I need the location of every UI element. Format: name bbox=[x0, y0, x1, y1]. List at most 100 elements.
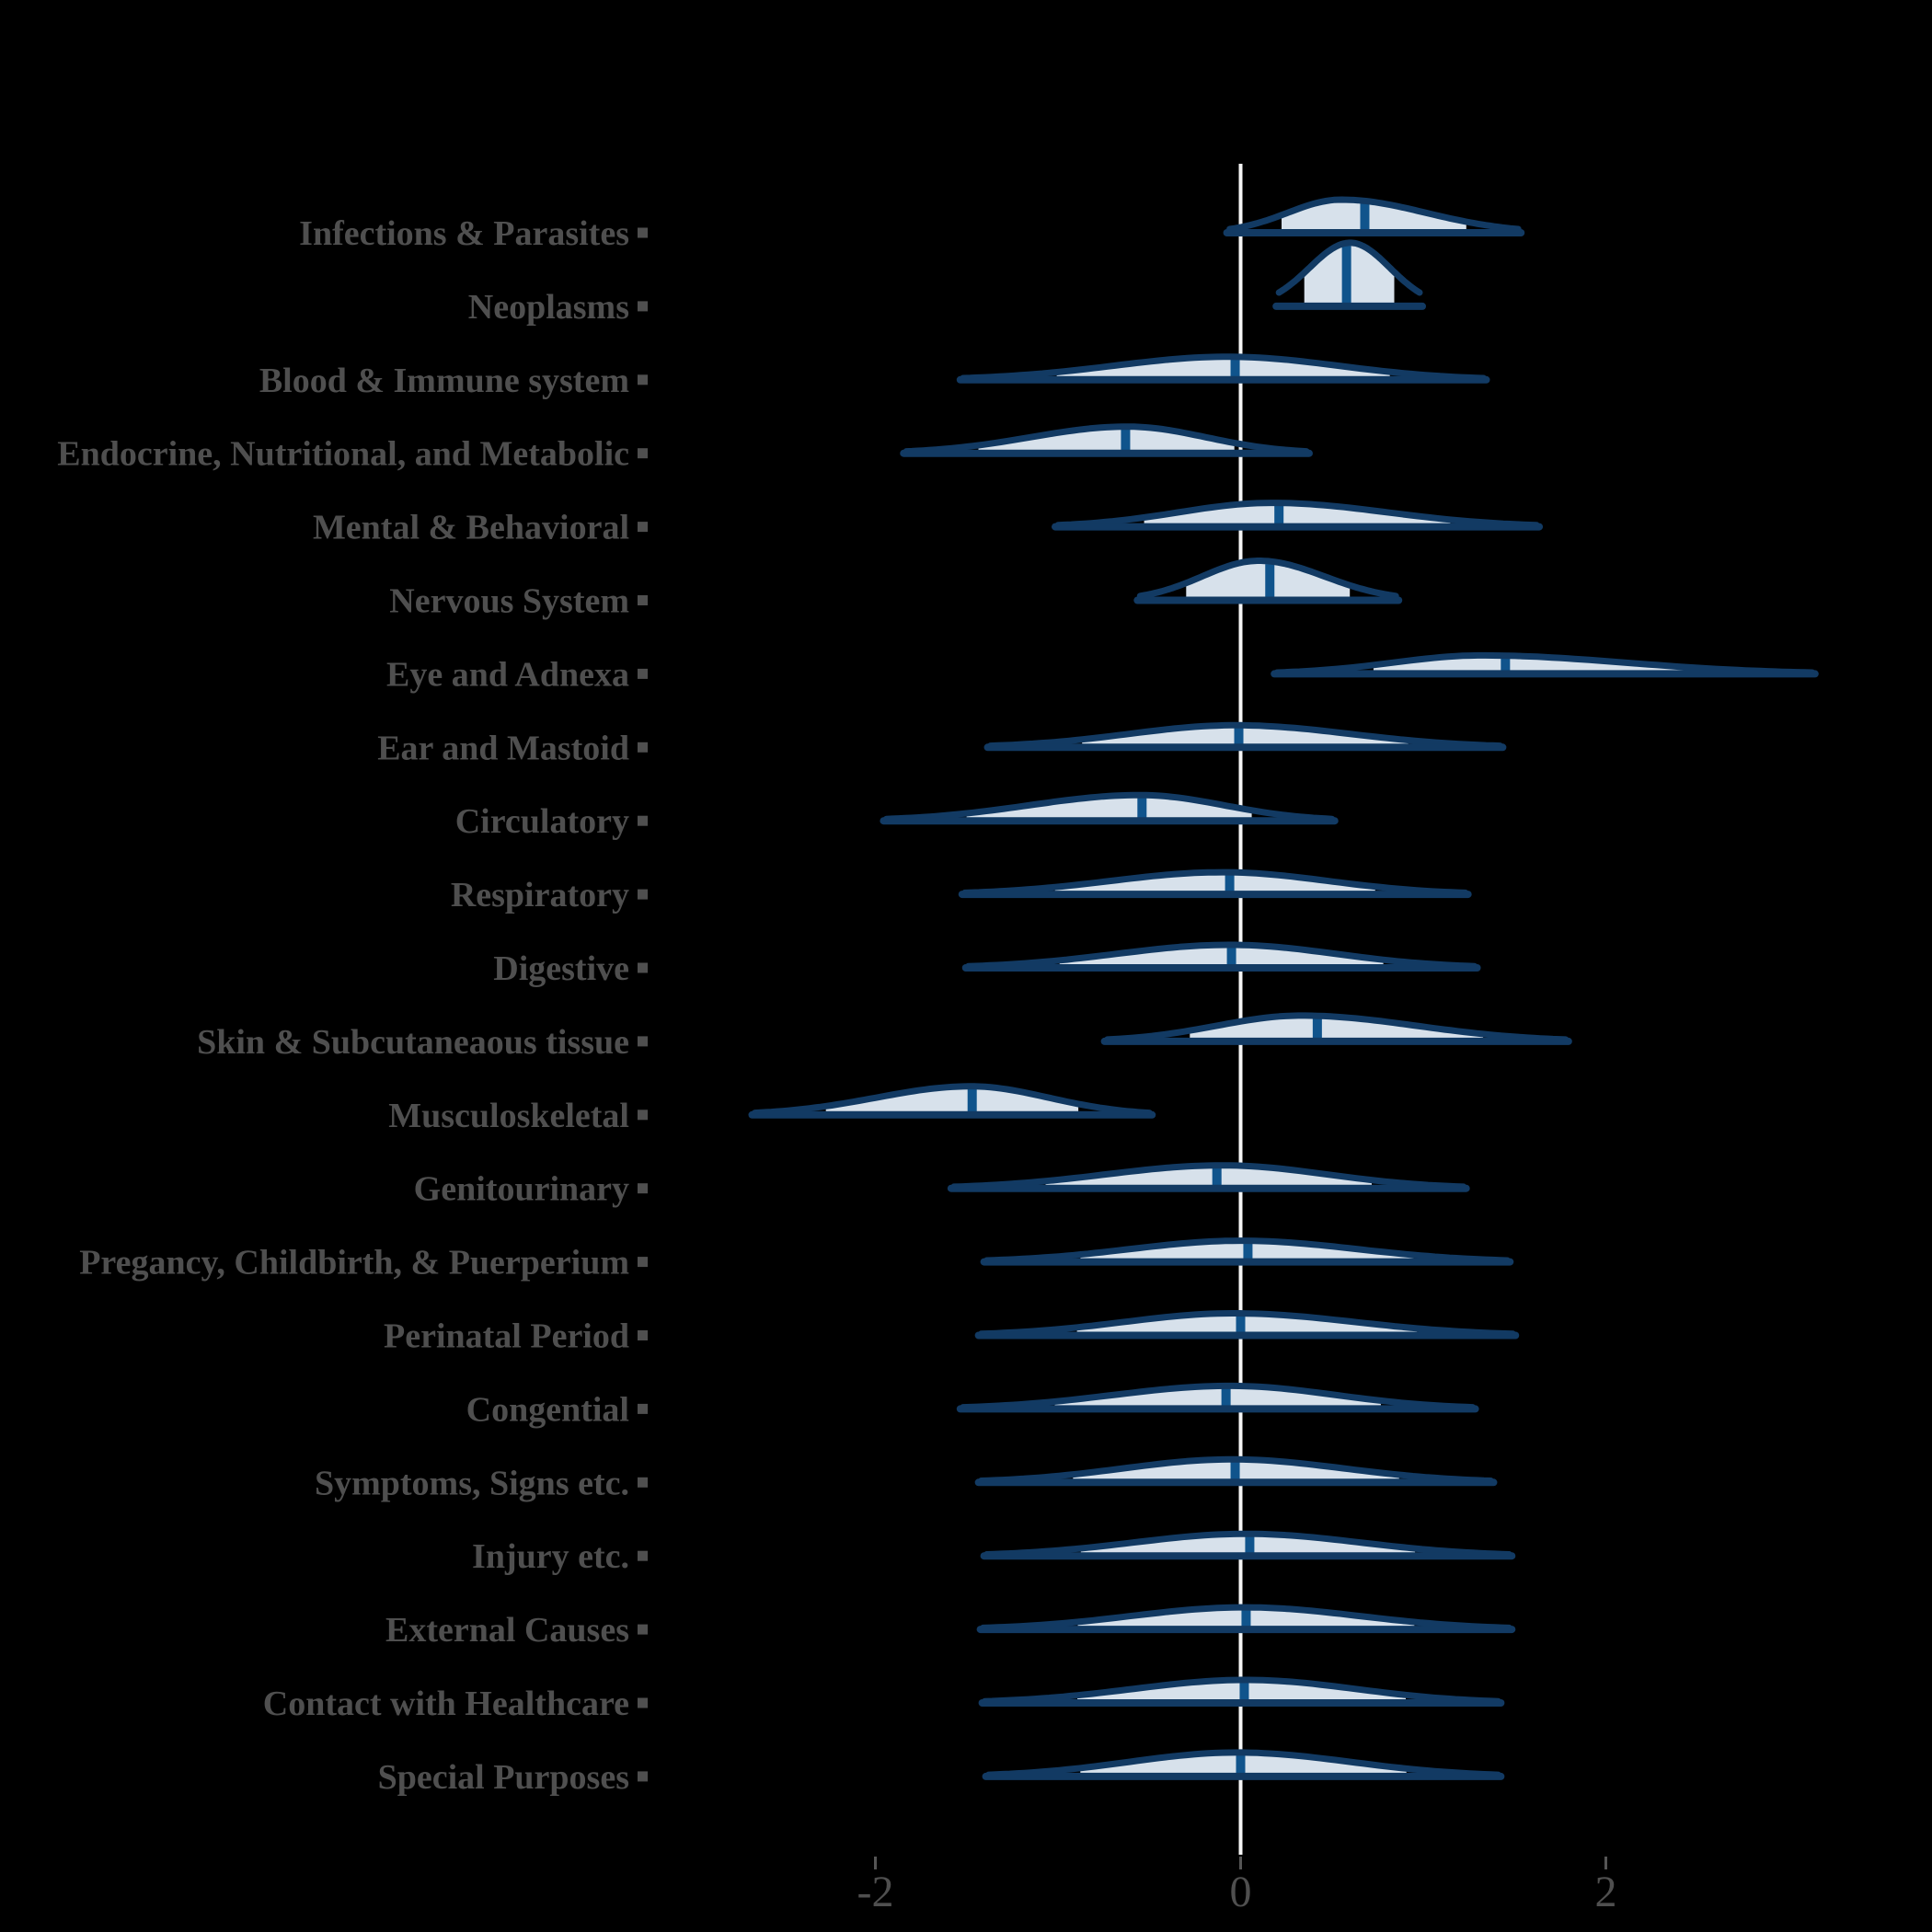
density-outline bbox=[950, 1162, 1467, 1190]
density-outline bbox=[1054, 500, 1540, 529]
category-tick-square bbox=[638, 742, 648, 753]
category-label: Blood & Immune system bbox=[259, 362, 629, 400]
category-tick-square bbox=[638, 668, 648, 679]
category-label: Respiratory bbox=[451, 876, 629, 914]
violin-row: Nervous System bbox=[389, 558, 1403, 621]
density-outline bbox=[983, 1237, 1511, 1264]
violin-row: Musculoskeletal bbox=[388, 1083, 1156, 1135]
category-label: External Causes bbox=[385, 1611, 629, 1650]
category-label: Digestive bbox=[493, 949, 629, 988]
x-axis-tick-label: -2 bbox=[857, 1868, 894, 1916]
category-label: Mental & Behavioral bbox=[313, 509, 629, 547]
category-tick-square bbox=[638, 1110, 648, 1121]
category-tick-square bbox=[638, 1257, 648, 1268]
category-label: Nervous System bbox=[389, 582, 629, 621]
category-tick-square bbox=[638, 962, 648, 973]
violin-row: Symptoms, Signs etc. bbox=[315, 1455, 1498, 1502]
density-outline bbox=[752, 1083, 1153, 1117]
category-label: Endocrine, Nutritional, and Metabolic bbox=[57, 435, 629, 474]
violin-row: Congential bbox=[466, 1382, 1479, 1429]
density-outline bbox=[978, 1310, 1516, 1338]
category-label: Skin & Subcutaneaous tissue bbox=[197, 1023, 629, 1062]
violin-row: Eye and Adnexa bbox=[386, 651, 1819, 694]
category-tick-square bbox=[638, 1697, 648, 1708]
violin-row: Digestive bbox=[493, 941, 1481, 988]
category-tick-square bbox=[638, 301, 648, 312]
category-tick-square bbox=[638, 1771, 648, 1782]
violin-row: Genitourinary bbox=[414, 1162, 1470, 1209]
violin-row: External Causes bbox=[385, 1604, 1516, 1650]
category-label: Symptoms, Signs etc. bbox=[315, 1464, 629, 1502]
density-outline bbox=[960, 353, 1487, 382]
violin-row: Injury etc. bbox=[472, 1530, 1516, 1576]
category-label: Eye and Adnexa bbox=[386, 655, 629, 694]
density-outline bbox=[980, 1604, 1512, 1631]
category-label: Genitourinary bbox=[414, 1170, 629, 1209]
category-tick-square bbox=[638, 1550, 648, 1561]
density-outline bbox=[983, 1530, 1512, 1558]
density-fill bbox=[1282, 200, 1466, 233]
violin-row: Blood & Immune system bbox=[259, 353, 1490, 400]
density-outline bbox=[1104, 1012, 1570, 1043]
category-tick-square bbox=[638, 522, 648, 533]
category-label: Ear and Mastoid bbox=[377, 729, 629, 767]
category-label: Pregancy, Childbirth, & Puerperium bbox=[79, 1244, 629, 1282]
category-label: Circulatory bbox=[455, 802, 629, 841]
violin-row: Perinatal Period bbox=[384, 1310, 1520, 1356]
category-label: Special Purposes bbox=[378, 1758, 629, 1797]
category-tick-square bbox=[638, 1403, 648, 1414]
density-outline bbox=[1275, 239, 1423, 296]
category-tick-square bbox=[638, 1183, 648, 1194]
category-tick-square bbox=[638, 1330, 648, 1340]
density-outline bbox=[1136, 558, 1399, 600]
violin-row: Circulatory bbox=[455, 791, 1339, 841]
violin-row: Pregancy, Childbirth, & Puerperium bbox=[79, 1237, 1514, 1282]
density-outline bbox=[882, 791, 1336, 822]
category-tick-square bbox=[638, 227, 648, 238]
category-tick-square bbox=[638, 595, 648, 605]
category-label: Congential bbox=[466, 1390, 629, 1429]
category-tick-square bbox=[638, 889, 648, 900]
violin-row: Neoplasms bbox=[468, 239, 1427, 327]
x-axis-tick bbox=[874, 1857, 877, 1869]
x-axis-tick bbox=[1604, 1857, 1607, 1869]
category-tick-square bbox=[638, 1477, 648, 1488]
x-axis-tick bbox=[1239, 1857, 1242, 1869]
category-tick-square bbox=[638, 1036, 648, 1047]
category-label: Musculoskeletal bbox=[388, 1097, 629, 1135]
violin-row: Skin & Subcutaneaous tissue bbox=[197, 1012, 1572, 1062]
density-outline bbox=[965, 941, 1478, 970]
density-outline bbox=[903, 423, 1310, 455]
violin-row: Mental & Behavioral bbox=[313, 500, 1544, 547]
x-axis-tick-label: 2 bbox=[1595, 1868, 1617, 1916]
category-tick-square bbox=[638, 448, 648, 459]
density-outline bbox=[982, 1676, 1501, 1705]
density-fill bbox=[1190, 1015, 1484, 1041]
violin-row: Contact with Healthcare bbox=[263, 1676, 1505, 1723]
category-label: Contact with Healthcare bbox=[263, 1685, 629, 1723]
density-outline bbox=[960, 1382, 1477, 1411]
density-outline bbox=[987, 721, 1503, 750]
density-outline bbox=[1226, 196, 1522, 233]
density-fill bbox=[1373, 655, 1717, 674]
density-outline bbox=[1273, 651, 1816, 676]
density-outline bbox=[985, 1749, 1501, 1778]
violin-row: Respiratory bbox=[451, 868, 1472, 914]
density-outline bbox=[961, 868, 1469, 896]
violin-row: Special Purposes bbox=[378, 1749, 1505, 1797]
category-tick-square bbox=[638, 815, 648, 826]
density-fill bbox=[966, 795, 1252, 822]
density-outline bbox=[978, 1455, 1494, 1484]
category-label: Neoplasms bbox=[468, 288, 629, 327]
category-tick-square bbox=[638, 374, 648, 385]
zero-reference-line bbox=[1238, 164, 1243, 1855]
category-label: Perinatal Period bbox=[384, 1317, 629, 1356]
violin-row: Endocrine, Nutritional, and Metabolic bbox=[57, 423, 1313, 474]
category-label: Infections & Parasites bbox=[299, 214, 629, 253]
x-axis-tick-label: 0 bbox=[1230, 1868, 1252, 1916]
category-label: Injury etc. bbox=[472, 1537, 629, 1576]
category-tick-square bbox=[638, 1624, 648, 1635]
violin-row: Ear and Mastoid bbox=[377, 721, 1507, 767]
